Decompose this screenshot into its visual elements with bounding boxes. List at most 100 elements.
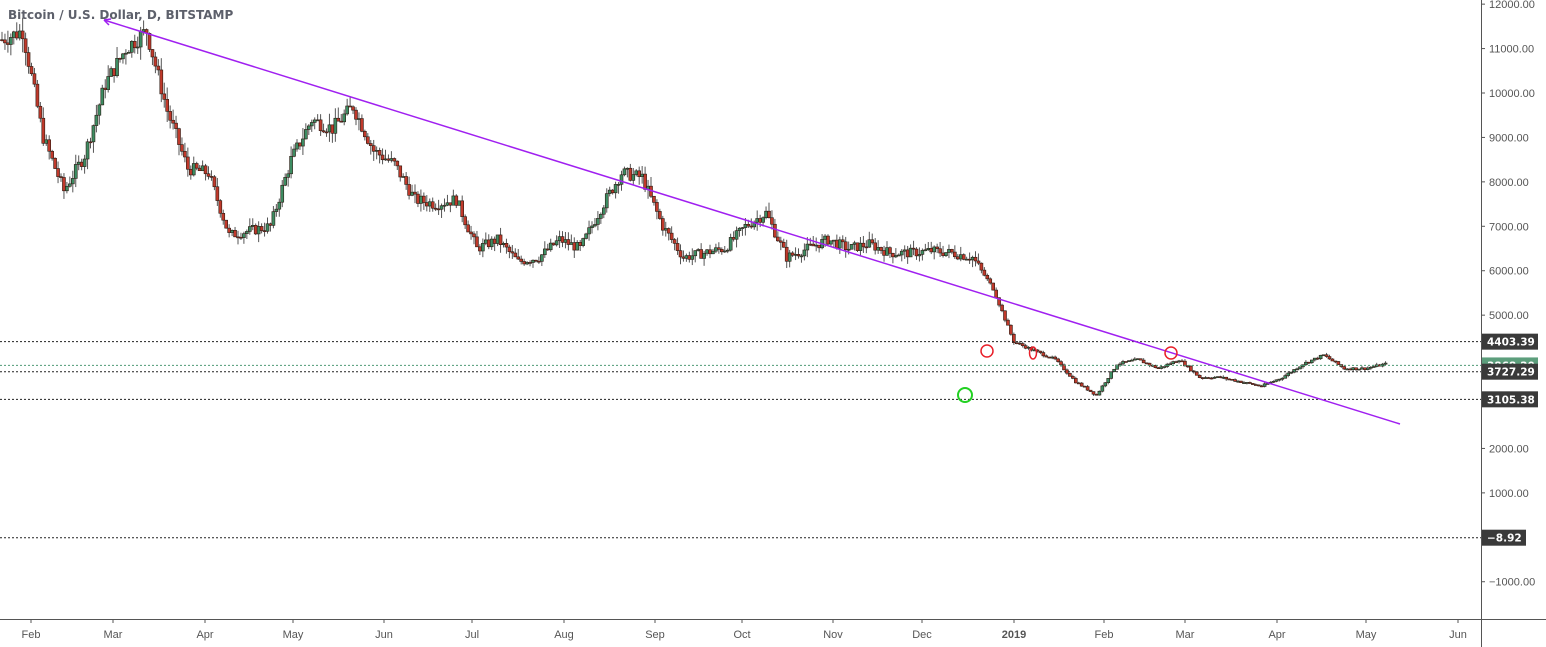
red-circle-marker[interactable] bbox=[1028, 346, 1038, 360]
candle-down bbox=[911, 247, 916, 250]
candles-layer bbox=[0, 17, 1388, 396]
candle-down bbox=[29, 66, 34, 75]
candle-down bbox=[422, 195, 426, 203]
candle-down bbox=[118, 58, 122, 60]
candle-down bbox=[1327, 356, 1332, 360]
candle-up bbox=[1112, 368, 1116, 373]
candle-up bbox=[286, 173, 290, 178]
candle-up bbox=[283, 177, 288, 186]
candle-down bbox=[1047, 356, 1052, 359]
candle-down bbox=[870, 239, 875, 244]
candle-down bbox=[938, 248, 942, 254]
candle-up bbox=[846, 248, 851, 251]
candle-down bbox=[699, 249, 703, 259]
candle-up bbox=[1097, 390, 1102, 396]
candle-down bbox=[1053, 356, 1057, 360]
time-tick-label: Feb bbox=[22, 629, 41, 641]
price-label-box[interactable] bbox=[1482, 529, 1526, 546]
candle-down bbox=[236, 236, 240, 239]
candle-down bbox=[460, 200, 465, 217]
candle-up bbox=[787, 252, 792, 262]
candle-down bbox=[351, 106, 355, 111]
candle-down bbox=[997, 297, 1001, 306]
candle-down bbox=[206, 173, 211, 177]
trendline[interactable] bbox=[103, 18, 1401, 425]
candle-up bbox=[899, 250, 904, 256]
candle-up bbox=[569, 242, 574, 245]
candle-up bbox=[1245, 382, 1249, 384]
horizontal-levels[interactable] bbox=[0, 341, 1481, 539]
candle-up bbox=[374, 150, 379, 152]
candle-down bbox=[330, 124, 335, 134]
candle-down bbox=[472, 233, 476, 238]
candle-up bbox=[1212, 377, 1217, 379]
candle-down bbox=[560, 236, 565, 243]
candle-up bbox=[248, 226, 252, 232]
candle-up bbox=[932, 246, 937, 253]
candle-up bbox=[1351, 367, 1355, 371]
price-label-text: 3727.29 bbox=[1487, 367, 1535, 379]
red-circle-marker[interactable] bbox=[980, 344, 994, 358]
trendline-line[interactable] bbox=[103, 19, 1401, 425]
candle-down bbox=[1153, 365, 1158, 368]
candle-down bbox=[1336, 361, 1341, 365]
candle-down bbox=[79, 161, 84, 167]
candle-up bbox=[832, 239, 836, 242]
price-label-box[interactable] bbox=[1482, 363, 1538, 380]
candle-up bbox=[130, 41, 134, 53]
candle-down bbox=[1071, 376, 1075, 379]
candle-up bbox=[451, 195, 456, 206]
candle-down bbox=[354, 109, 358, 120]
candle-down bbox=[522, 261, 526, 265]
red-circle-marker[interactable] bbox=[1164, 346, 1178, 360]
candle-up bbox=[1360, 367, 1364, 370]
candle-up bbox=[1026, 347, 1031, 349]
annotation-markers[interactable] bbox=[957, 344, 1178, 403]
candle-up bbox=[596, 218, 600, 225]
green-circle-marker[interactable] bbox=[957, 387, 973, 403]
candle-up bbox=[68, 183, 72, 187]
candle-up bbox=[1286, 372, 1290, 376]
candle-down bbox=[318, 119, 323, 132]
candle-up bbox=[327, 124, 332, 133]
candle-up bbox=[690, 255, 695, 260]
candle-down bbox=[1218, 376, 1223, 378]
candle-up bbox=[342, 113, 347, 123]
candle-up bbox=[419, 195, 423, 204]
candle-down bbox=[395, 160, 400, 167]
candle-down bbox=[1059, 361, 1063, 366]
candle-down bbox=[1354, 367, 1358, 370]
candle-down bbox=[746, 224, 751, 227]
candle-down bbox=[1330, 358, 1335, 362]
candle-up bbox=[301, 138, 305, 147]
candle-down bbox=[1017, 342, 1022, 345]
candle-up bbox=[1271, 381, 1276, 383]
candle-down bbox=[1186, 365, 1190, 368]
candle-down bbox=[1197, 374, 1202, 378]
candle-down bbox=[1003, 310, 1007, 321]
candle-up bbox=[1100, 385, 1105, 392]
candle-down bbox=[719, 249, 724, 253]
price-tick-label: 7000.00 bbox=[1489, 221, 1529, 233]
candle-down bbox=[1233, 379, 1237, 382]
price-label-box[interactable] bbox=[1482, 333, 1538, 350]
candle-up bbox=[73, 164, 78, 179]
price-label-box[interactable] bbox=[1482, 391, 1538, 408]
candle-up bbox=[1236, 380, 1240, 383]
candle-down bbox=[162, 93, 167, 100]
candle-up bbox=[926, 248, 931, 251]
candle-up bbox=[489, 238, 494, 248]
candle-up bbox=[124, 52, 128, 55]
candle-up bbox=[805, 243, 810, 251]
candle-down bbox=[708, 249, 712, 255]
candle-down bbox=[982, 269, 987, 276]
price-label-text: 3105.38 bbox=[1487, 394, 1535, 406]
candle-down bbox=[1082, 385, 1087, 388]
candle-up bbox=[1318, 354, 1323, 360]
candle-up bbox=[725, 249, 730, 252]
candle-down bbox=[1000, 304, 1004, 312]
price-tick-label: 10000.00 bbox=[1489, 88, 1535, 100]
candle-up bbox=[1221, 376, 1226, 379]
candle-down bbox=[262, 230, 267, 232]
